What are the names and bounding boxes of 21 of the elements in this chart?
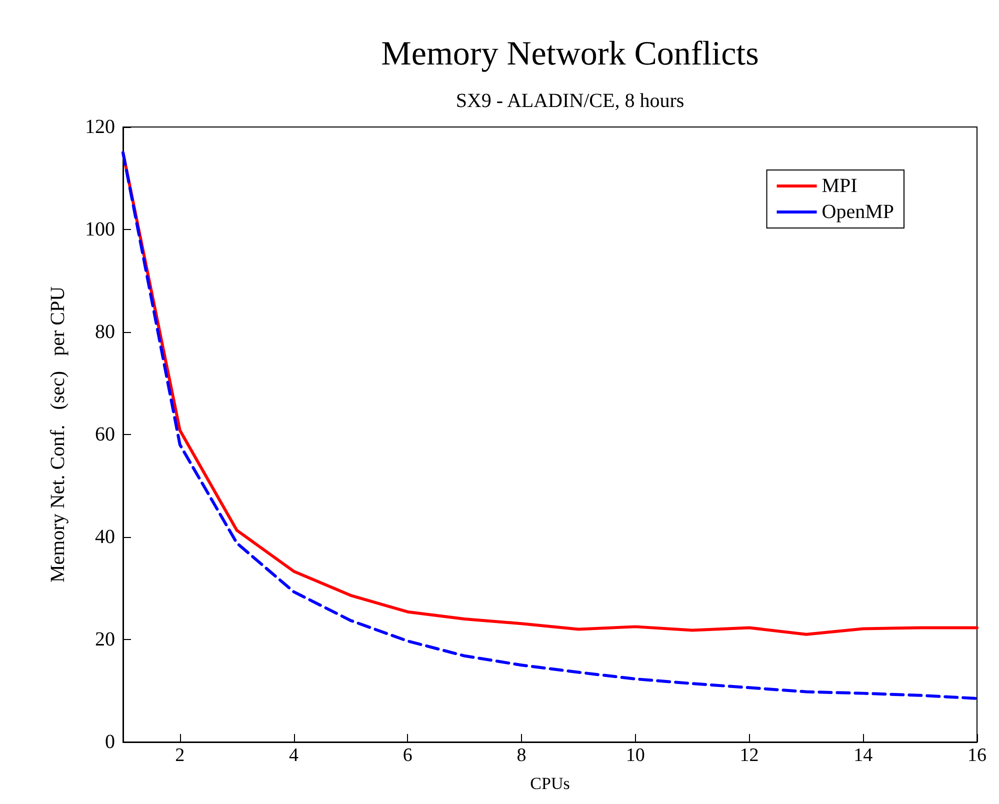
x-tick-label: 12 <box>740 745 759 766</box>
y-tick-label: 80 <box>95 321 115 343</box>
y-axis-title: Memory Net. Conf. (sec) per CPU <box>47 286 69 583</box>
x-tick-label: 2 <box>175 745 185 766</box>
chart-subtitle: SX9 - ALADIN/CE, 8 hours <box>456 90 684 112</box>
x-tick-label: 4 <box>289 745 300 766</box>
y-tick-label: 20 <box>95 628 115 650</box>
legend-label: MPI <box>822 175 858 197</box>
x-tick-label: 8 <box>516 745 526 766</box>
y-tick-label: 120 <box>85 116 115 138</box>
legend-label: OpenMP <box>822 201 894 223</box>
x-tick-label: 16 <box>968 745 986 766</box>
x-tick-label: 10 <box>626 745 645 766</box>
chart-title: Memory Network Conflicts <box>381 36 759 72</box>
y-tick-label: 60 <box>95 424 115 446</box>
x-tick-label: 6 <box>402 745 412 766</box>
x-axis-title: CPUs <box>530 774 570 793</box>
y-tick-label: 40 <box>95 526 115 548</box>
y-tick-label: 0 <box>105 731 115 753</box>
x-tick-label: 14 <box>854 745 874 766</box>
y-tick-label: 100 <box>85 218 115 240</box>
